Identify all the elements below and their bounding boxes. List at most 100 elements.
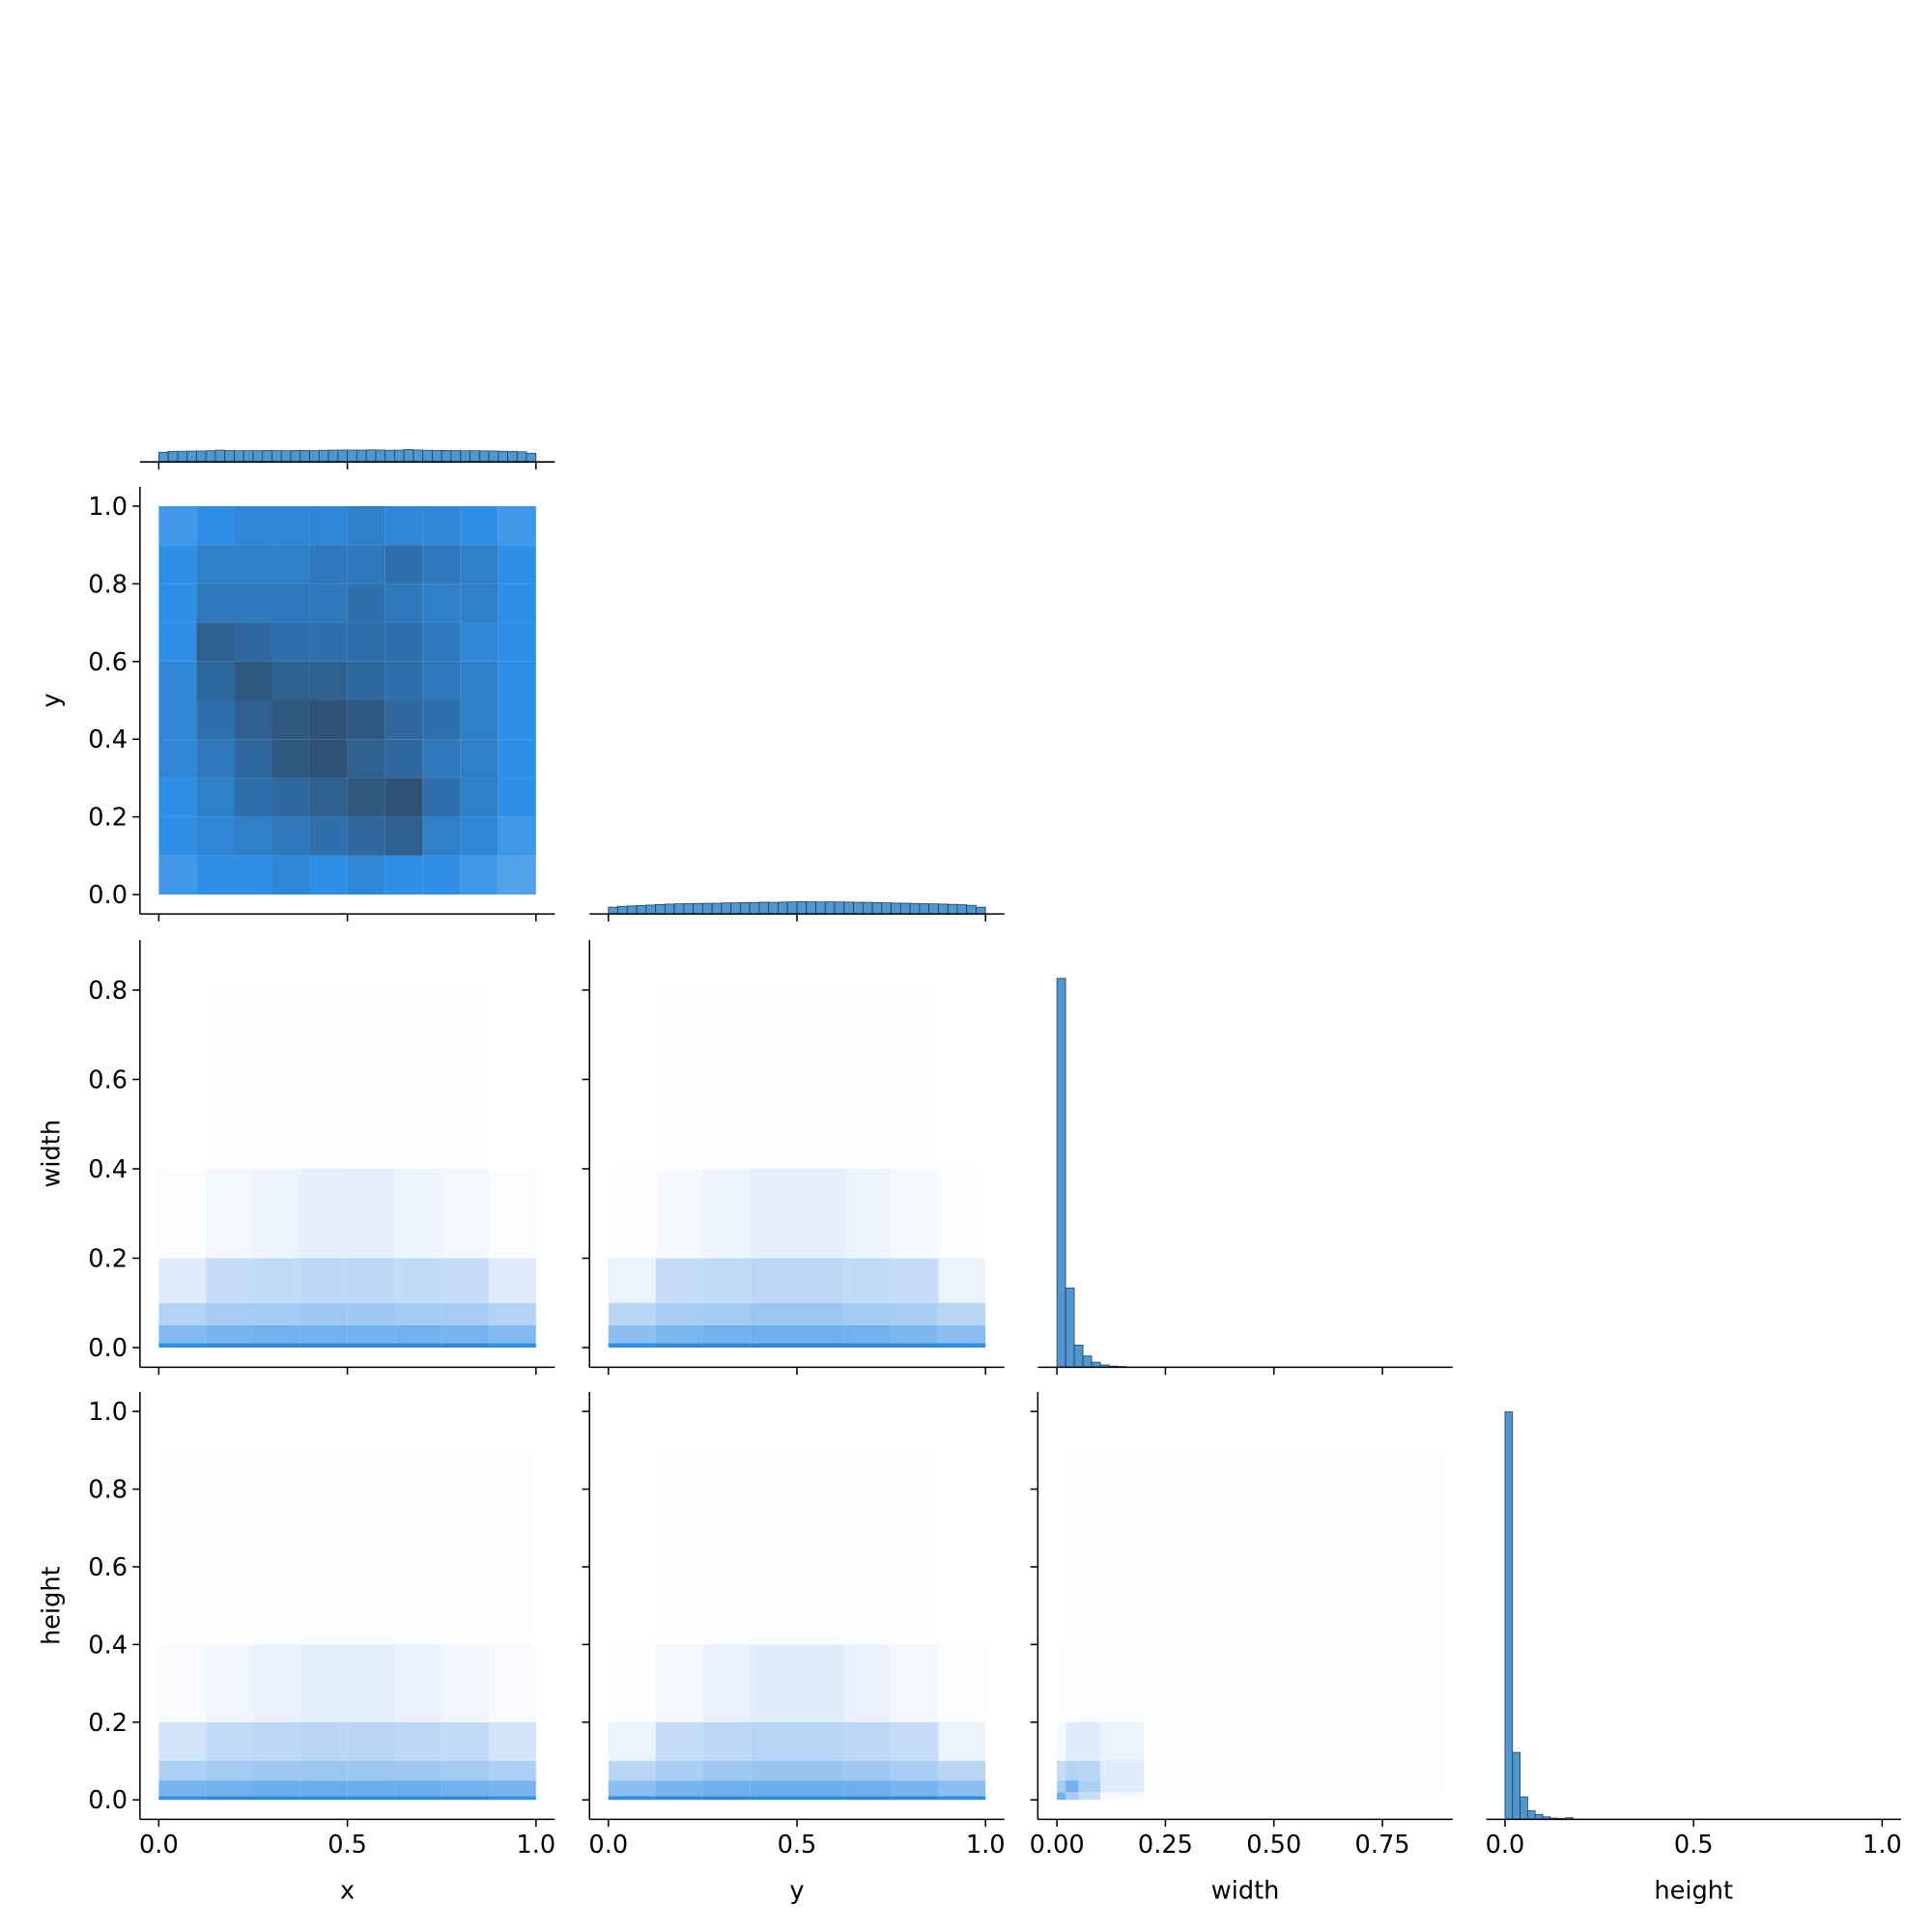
histogram-bar — [422, 449, 433, 463]
heatmap-cell — [1230, 1721, 1448, 1762]
heatmap-cell — [158, 855, 197, 895]
heatmap-cell — [892, 1450, 939, 1644]
heatmap-cell — [1231, 1450, 1448, 1644]
heatmap-cell — [196, 545, 235, 584]
heatmap-cell — [938, 1780, 986, 1797]
heatmap-cell — [843, 1343, 892, 1349]
heatmap-cell — [158, 545, 197, 584]
heatmap-cell — [394, 1796, 442, 1801]
heatmap-cell — [938, 1644, 986, 1722]
heatmap-cell — [347, 989, 395, 1169]
heatmap-cell — [1100, 1450, 1144, 1645]
heatmap-cell — [347, 855, 385, 895]
histogram-bar — [507, 450, 518, 463]
y-tick-label: 0.8 — [88, 977, 128, 1006]
heatmap-cell — [797, 1343, 844, 1349]
heatmap-cell — [843, 989, 892, 1169]
heatmap-cell — [1057, 1450, 1065, 1644]
heatmap-cell — [489, 1168, 536, 1259]
heatmap-cell — [441, 1644, 490, 1722]
heatmap-cell — [271, 622, 310, 662]
histogram-bar — [928, 903, 939, 915]
histogram-bar — [488, 450, 499, 463]
heatmap-cell — [1057, 1721, 1066, 1762]
heatmap-cell — [158, 1168, 207, 1259]
histogram-bar — [768, 901, 779, 915]
y-tick-label: 0.6 — [88, 648, 128, 677]
heatmap-cell — [271, 739, 310, 779]
y-tick-label: 0.4 — [88, 1155, 128, 1184]
heatmap-cell — [1100, 1761, 1144, 1781]
histogram-bar — [749, 901, 760, 915]
heatmap-cell — [938, 1450, 985, 1644]
heatmap-cell — [608, 1302, 656, 1325]
heatmap-cell — [1100, 1644, 1144, 1722]
histogram-bar — [786, 901, 798, 915]
histogram-bar — [815, 901, 826, 915]
heatmap-cell — [206, 1450, 254, 1645]
heatmap-cell — [206, 1343, 254, 1349]
heatmap-cell — [206, 1721, 254, 1762]
heatmap-cell — [384, 816, 423, 856]
heatmap-cell — [158, 622, 197, 662]
heatmap-cell — [309, 700, 348, 740]
histogram-bar — [976, 906, 986, 915]
histogram-bar — [375, 449, 386, 463]
heatmap-cell — [797, 1780, 844, 1797]
heatmap-cell — [797, 1302, 844, 1325]
histogram-bar — [683, 903, 695, 915]
histogram-bar — [384, 449, 395, 463]
heatmap-cell — [460, 739, 498, 779]
heatmap-cell — [702, 1450, 751, 1645]
heatmap-cell — [609, 1450, 656, 1644]
x-tick-label: 0.25 — [1138, 1831, 1193, 1860]
heatmap-cell — [196, 778, 235, 817]
heatmap-cell — [497, 778, 536, 817]
heatmap-cell — [158, 990, 206, 1169]
heatmap-cell — [196, 505, 235, 546]
heatmap-cell — [253, 989, 300, 1169]
heatmap-cell — [196, 622, 235, 662]
heatmap-cell — [702, 1343, 751, 1349]
heatmap-cell — [299, 1324, 348, 1344]
y-tick-label: 0.8 — [88, 570, 128, 599]
heatmap-cell — [441, 1780, 490, 1797]
histogram-bar — [412, 449, 424, 463]
heatmap-cell — [656, 990, 703, 1169]
heatmap-cell — [608, 1324, 656, 1344]
histogram-bar — [450, 450, 462, 463]
heatmap-cell — [394, 1721, 442, 1762]
heatmap-cell — [158, 778, 197, 817]
heatmap-cell — [234, 778, 272, 817]
heatmap-cell — [394, 1780, 442, 1797]
heatmap-cell — [655, 1343, 703, 1349]
x-axis-label: y — [789, 1876, 804, 1905]
heatmap-cell — [394, 1644, 442, 1722]
histogram-bar — [796, 900, 808, 915]
heatmap-cell — [655, 1796, 703, 1801]
heatmap-cell — [206, 1168, 254, 1259]
histogram-bar — [862, 901, 873, 915]
y-tick-label: 1.0 — [88, 493, 128, 522]
histogram-bar — [645, 904, 656, 915]
heatmap-cell — [253, 1721, 300, 1762]
heatmap-cell — [384, 583, 423, 623]
heatmap-cell — [271, 816, 310, 856]
heatmap-cell — [608, 1796, 656, 1801]
heatmap-cell — [158, 1796, 207, 1801]
heatmap-cell — [158, 661, 197, 700]
heatmap-cell — [702, 1721, 751, 1762]
heatmap-cell — [497, 739, 536, 779]
heatmap-cell — [299, 1302, 348, 1325]
heatmap-cell — [655, 1258, 703, 1303]
heatmap-cell — [234, 816, 272, 856]
heatmap-cell — [384, 778, 423, 817]
histogram-bar — [806, 901, 816, 915]
heatmap-cell — [938, 1324, 986, 1344]
heatmap-cell — [608, 1780, 656, 1797]
heatmap-cell — [347, 1450, 395, 1645]
heatmap-cell — [702, 1644, 751, 1722]
heatmap-cell — [384, 622, 423, 662]
heatmap-cell — [750, 1721, 797, 1762]
heatmap-cell — [441, 1761, 490, 1781]
